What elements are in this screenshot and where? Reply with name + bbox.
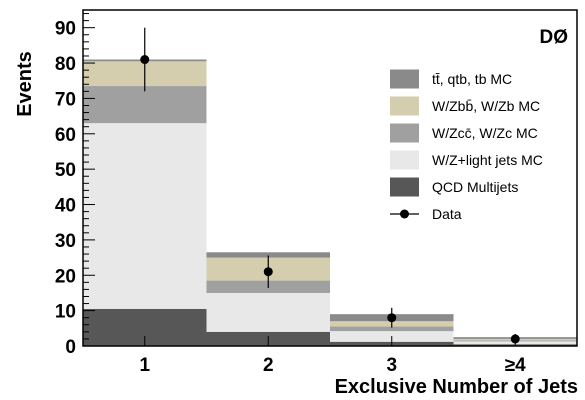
y-tick-label: 70 [55,89,76,110]
y-tick-label: 90 [55,19,76,40]
y-axis: 0 10 20 30 40 50 60 70 80 90 [55,13,95,358]
x-tick-label: 1 [139,355,150,376]
legend-label: W/Zcc̄, W/Zc MC [432,125,538,141]
y-tick-label: 0 [65,337,76,358]
legend-label: QCD Multijets [432,179,518,195]
bar-segment-2-bin-1 [83,123,207,309]
bar-segment-2-bin-2 [206,292,330,332]
legend-swatch [390,177,419,197]
plot-frame [82,9,578,347]
bar-segment-3-bin-1 [83,86,207,124]
y-tick-label: 30 [55,231,76,252]
y-tick-label: 60 [55,125,76,146]
legend-label-data: Data [432,206,462,222]
x-axis: 1 2 3 ≥4 [139,336,526,376]
legend-label: tt̄, qtb, tb MC [432,71,512,87]
legend-swatch [390,123,419,143]
experiment-label: DØ [540,27,569,48]
legend-label: W/Zbb̄, W/Zb MC [432,98,540,114]
x-axis-title: Exclusive Number of Jets [335,376,578,398]
bar-segment-5-bin-2 [206,252,330,258]
legend-swatch [390,69,419,89]
y-tick-label: 40 [55,196,76,217]
y-tick-label: 50 [55,160,76,181]
data-point [387,313,397,323]
x-tick-label: ≥4 [505,355,526,376]
legend: tt̄, qtb, tb MC W/Zbb̄, W/Zb MC W/Zcc̄, W/… [390,69,543,222]
y-tick-label: 10 [55,302,76,323]
bar-segment-3-bin-3 [330,326,454,332]
x-tick-label: 2 [263,355,274,376]
legend-label: W/Z+light jets MC [432,152,543,168]
data-point [140,55,150,65]
legend-data-marker [400,209,409,219]
y-tick-label: 20 [55,266,76,287]
y-tick-label: 80 [55,54,76,75]
data-points [140,27,520,344]
x-tick-label: 3 [386,355,397,376]
data-point [263,267,273,277]
legend-swatch [390,96,419,116]
legend-swatch [390,150,419,170]
y-axis-title: Events [14,51,36,117]
